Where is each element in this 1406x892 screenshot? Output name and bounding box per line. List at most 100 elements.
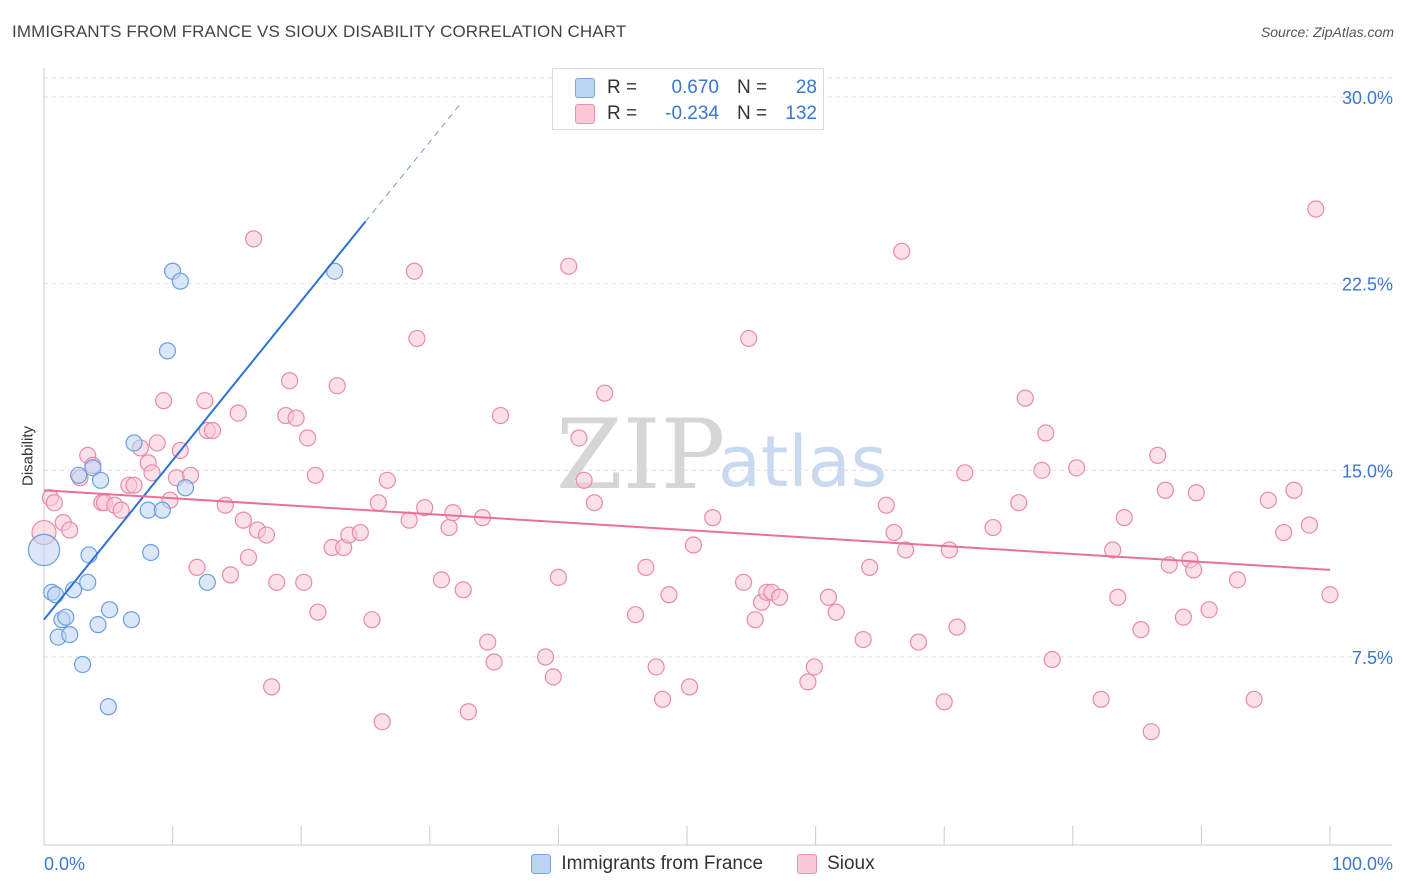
sioux-point bbox=[1185, 561, 1203, 579]
sioux-point bbox=[454, 581, 472, 599]
sioux-point bbox=[549, 568, 568, 586]
sioux-point bbox=[1285, 481, 1303, 499]
sioux-point bbox=[893, 242, 911, 260]
sioux-point bbox=[306, 466, 324, 484]
sioux-point bbox=[1200, 601, 1218, 619]
france-point bbox=[142, 543, 160, 562]
sioux-point bbox=[1275, 523, 1293, 542]
legend-item-sioux[interactable]: Sioux bbox=[797, 853, 875, 875]
sioux-point bbox=[125, 476, 143, 494]
sioux-point bbox=[363, 611, 381, 629]
sioux-point bbox=[1010, 494, 1028, 512]
sioux-point bbox=[1068, 459, 1086, 477]
sioux-point bbox=[746, 611, 764, 629]
sioux-point bbox=[1132, 621, 1150, 639]
sioux-point bbox=[378, 471, 396, 489]
sioux-point bbox=[239, 548, 258, 567]
sioux-point bbox=[416, 499, 434, 517]
sioux-point bbox=[234, 511, 252, 529]
france-point bbox=[27, 533, 61, 567]
r-value: 0.670 bbox=[671, 77, 719, 98]
france-point bbox=[122, 611, 141, 629]
france-point bbox=[100, 601, 119, 619]
sioux-point bbox=[444, 504, 462, 522]
france-point bbox=[125, 434, 143, 452]
x-tick-label: 100.0% bbox=[1332, 854, 1393, 874]
sioux-point bbox=[143, 464, 161, 482]
france-point bbox=[89, 616, 107, 634]
sioux-point bbox=[935, 693, 953, 711]
sioux-point bbox=[660, 586, 678, 604]
france-point bbox=[99, 698, 117, 716]
sioux-point bbox=[575, 471, 593, 489]
sioux-point bbox=[984, 518, 1002, 537]
sioux-point bbox=[1307, 200, 1325, 218]
watermark-atlas: atlas bbox=[718, 421, 887, 503]
sioux-point bbox=[408, 329, 426, 348]
stats-box: R = 0.670 N = 28 R = -0.234 N = 132 bbox=[552, 68, 824, 130]
france-point bbox=[176, 479, 195, 497]
sioux-point bbox=[309, 603, 327, 621]
sioux-point bbox=[154, 392, 173, 410]
sioux-point bbox=[1228, 571, 1247, 589]
stats-row-sioux: R = -0.234 N = 132 bbox=[575, 101, 817, 127]
legend-swatch-france bbox=[531, 854, 552, 874]
sioux-point bbox=[770, 588, 789, 606]
sioux-point bbox=[112, 501, 130, 519]
sioux-point bbox=[263, 678, 281, 696]
r-label: R = bbox=[607, 77, 638, 98]
sioux-point bbox=[485, 653, 503, 671]
sioux-point bbox=[596, 384, 614, 402]
sioux-point bbox=[405, 262, 423, 280]
source-label: Source: ZipAtlas.com bbox=[1260, 24, 1394, 40]
sioux-point bbox=[1043, 650, 1061, 669]
sioux-point bbox=[229, 404, 247, 422]
legend-item-france[interactable]: Immigrants from France bbox=[531, 853, 763, 875]
sioux-point bbox=[948, 618, 966, 636]
france-point bbox=[171, 272, 189, 290]
sioux-point bbox=[1245, 690, 1263, 708]
n-label: N = bbox=[737, 103, 768, 124]
sioux-point bbox=[287, 409, 305, 427]
france-point bbox=[91, 471, 110, 489]
sioux-point bbox=[1115, 509, 1133, 527]
sioux-point bbox=[626, 606, 645, 624]
sioux-point bbox=[61, 521, 79, 539]
stats-row-france: R = 0.670 N = 28 bbox=[575, 75, 817, 101]
sioux-point bbox=[432, 571, 450, 589]
sioux-point bbox=[637, 558, 655, 577]
sioux-point bbox=[885, 523, 903, 542]
sioux-point bbox=[653, 690, 672, 708]
sioux-point bbox=[351, 523, 369, 542]
watermark-zip: ZIP bbox=[556, 399, 725, 511]
sioux-point bbox=[1092, 690, 1110, 708]
sioux-point bbox=[680, 678, 699, 696]
france-trend-line bbox=[43, 220, 367, 621]
sioux-point bbox=[479, 633, 497, 651]
sioux-point bbox=[877, 496, 895, 514]
sioux-point bbox=[805, 658, 823, 676]
france-swatch bbox=[575, 78, 595, 98]
sioux-point bbox=[459, 703, 477, 721]
sioux-point bbox=[544, 668, 562, 686]
sioux-point bbox=[1109, 588, 1127, 606]
tick-labels: 7.5% 15.0% 22.5% 30.0% 0.0% 100.0% bbox=[44, 88, 1393, 874]
sioux-point bbox=[1033, 461, 1051, 479]
sioux-point bbox=[295, 573, 313, 591]
sioux-point bbox=[861, 558, 879, 577]
axes bbox=[43, 68, 1392, 846]
france-point bbox=[46, 586, 65, 604]
sioux-point bbox=[400, 511, 418, 529]
sioux-point bbox=[1149, 446, 1167, 464]
sioux-point bbox=[684, 536, 703, 554]
sioux-point bbox=[188, 558, 206, 577]
sioux-point bbox=[45, 494, 63, 512]
sioux-point bbox=[740, 329, 758, 348]
legend-label-france: Immigrants from France bbox=[561, 853, 764, 874]
sioux-point bbox=[257, 526, 276, 544]
r-label: R = bbox=[607, 103, 638, 124]
sioux-point bbox=[1016, 389, 1034, 407]
legend-swatch-sioux bbox=[797, 854, 818, 874]
sioux-trend-line bbox=[43, 489, 1331, 571]
